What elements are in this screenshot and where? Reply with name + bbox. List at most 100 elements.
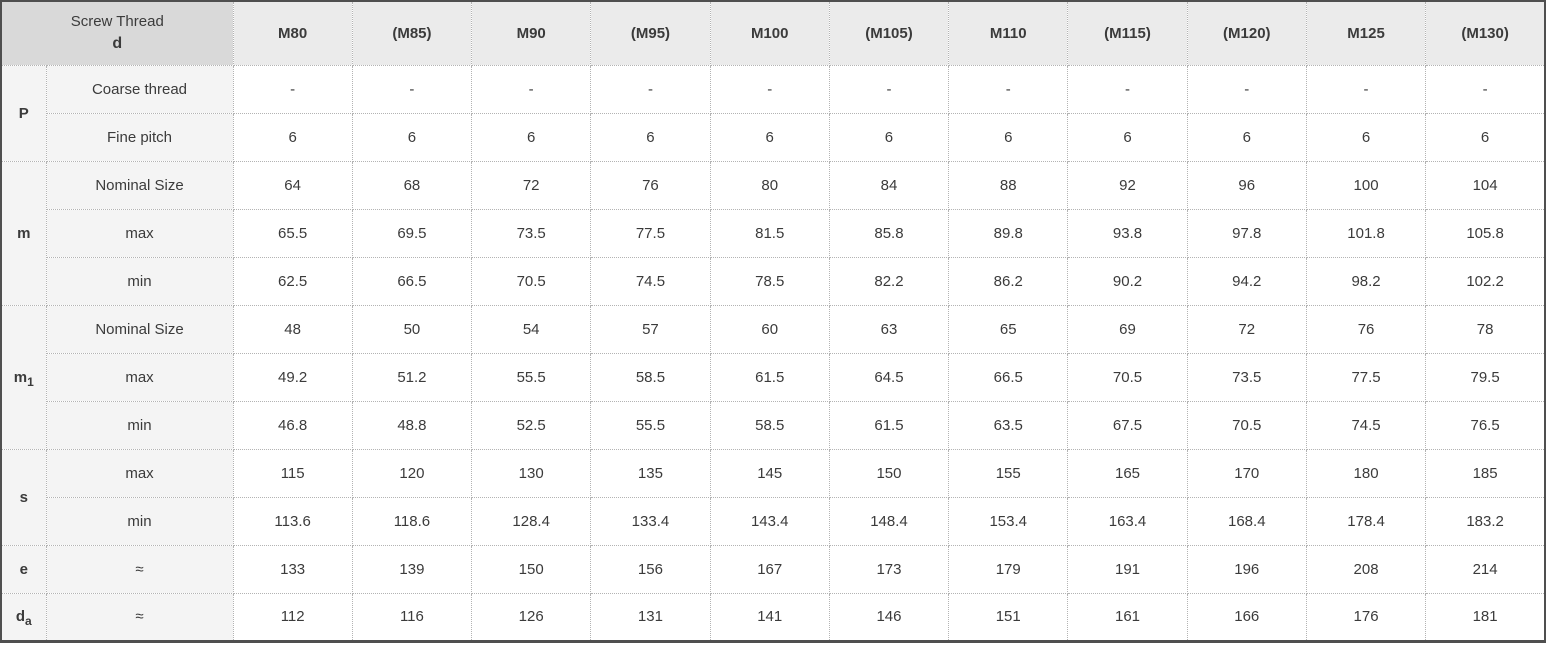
data-cell: 82.2	[828, 256, 950, 306]
data-cell: 77.5	[1305, 352, 1427, 402]
table-row: m Nominal Size 64 68 72 76 80 84 88 92 96 100 104	[0, 160, 1546, 306]
row-group-key-m1: m1	[0, 304, 47, 450]
data-cell: 166	[1186, 592, 1307, 642]
data-cell: 54	[471, 304, 592, 354]
row-group-key-m: m	[0, 160, 47, 306]
data-cell: 66.5	[948, 352, 1069, 402]
row-group-key-e: e	[0, 544, 47, 594]
data-cell: 208	[1305, 544, 1427, 594]
data-cell: 89.8	[948, 208, 1069, 258]
data-cell: 214	[1425, 544, 1546, 594]
column-header-M105: (M105)	[828, 0, 950, 66]
data-cell: 170	[1186, 448, 1307, 498]
data-cell: 112	[232, 592, 353, 642]
data-cell: 48	[232, 304, 353, 354]
data-cell: 70.5	[471, 256, 592, 306]
data-cell: 133.4	[590, 496, 711, 546]
row-label: min	[45, 400, 234, 450]
data-cell: 77.5	[590, 208, 711, 258]
data-cell: -	[1305, 64, 1427, 114]
data-cell: 130	[471, 448, 592, 498]
data-cell: 101.8	[1305, 208, 1427, 258]
column-header-M130: (M130)	[1425, 0, 1546, 66]
row-group-key-s: s	[0, 448, 47, 546]
row-label: ≈	[45, 544, 234, 594]
data-cell: 153.4	[948, 496, 1069, 546]
data-cell: 64.5	[828, 352, 950, 402]
data-cell: 61.5	[828, 400, 950, 450]
column-header-M80: M80	[232, 0, 353, 66]
data-cell: 85.8	[828, 208, 950, 258]
data-cell: 79.5	[1425, 352, 1546, 402]
data-cell: 78.5	[709, 256, 830, 306]
data-cell: 78	[1425, 304, 1546, 354]
data-cell: 60	[709, 304, 830, 354]
data-cell: 6	[471, 112, 592, 162]
data-cell: 70.5	[1067, 352, 1188, 402]
data-cell: 6	[1067, 112, 1188, 162]
table-row: min 113.6 118.6 128.4 133.4 143.4 148.4 153.4 16…	[1, 496, 1546, 546]
data-cell: 72	[471, 160, 592, 210]
data-cell: 150	[828, 448, 950, 498]
table-row: max 49.2 51.2 55.5 58.5 61.5 64.5 66.5 70.5 73.5 7…	[1, 352, 1546, 402]
data-cell: 139	[351, 544, 473, 594]
data-cell: 102.2	[1425, 256, 1546, 306]
data-cell: 65	[948, 304, 1069, 354]
data-cell: 76	[1305, 304, 1427, 354]
data-cell: 143.4	[709, 496, 830, 546]
row-label: max	[45, 352, 234, 402]
data-cell: 126	[471, 592, 592, 642]
table-body: P Coarse thread - - - - - - - - - - - Fine pitch 6 6 6 6 6…	[0, 64, 1546, 642]
data-cell: 69.5	[351, 208, 473, 258]
row-label: Coarse thread	[45, 64, 234, 114]
data-cell: 76.5	[1425, 400, 1546, 450]
data-cell: 81.5	[709, 208, 830, 258]
data-cell: 150	[471, 544, 592, 594]
table-row: e ≈133 139 150 156 167 173 179 191 196 208 214	[0, 544, 1546, 594]
data-cell: -	[1067, 64, 1188, 114]
data-cell: 58.5	[590, 352, 711, 402]
corner-header-line1: Screw Thread	[70, 13, 164, 31]
data-cell: 128.4	[471, 496, 592, 546]
data-cell: 65.5	[232, 208, 353, 258]
column-header-M115: (M115)	[1067, 0, 1188, 66]
data-cell: -	[351, 64, 473, 114]
data-cell: 6	[590, 112, 711, 162]
data-cell: 178.4	[1305, 496, 1427, 546]
data-cell: 48.8	[351, 400, 473, 450]
data-cell: 92	[1067, 160, 1188, 210]
data-cell: 94.2	[1186, 256, 1307, 306]
data-cell: -	[471, 64, 592, 114]
data-cell: 46.8	[232, 400, 353, 450]
data-cell: 76	[590, 160, 711, 210]
data-cell: 146	[828, 592, 950, 642]
data-cell: 66.5	[351, 256, 473, 306]
data-cell: 74.5	[590, 256, 711, 306]
data-cell: 151	[948, 592, 1069, 642]
data-cell: 113.6	[232, 496, 353, 546]
data-cell: 155	[948, 448, 1069, 498]
table-row: min 46.8 48.8 52.5 55.5 58.5 61.5 63.5 67.5 70.5 7…	[1, 400, 1546, 450]
data-cell: 93.8	[1067, 208, 1188, 258]
table-row: P Coarse thread - - - - - - - - - - -	[0, 64, 1546, 162]
data-cell: 196	[1186, 544, 1307, 594]
data-cell: 141	[709, 592, 830, 642]
data-cell: 72	[1186, 304, 1307, 354]
row-label: max	[45, 208, 234, 258]
table-row: da ≈112 116 126 131 141 146 151 161 166 176 181	[0, 592, 1546, 642]
data-cell: 6	[232, 112, 353, 162]
data-cell: -	[590, 64, 711, 114]
data-cell: 6	[828, 112, 950, 162]
data-cell: 88	[948, 160, 1069, 210]
row-label: Nominal Size	[45, 304, 234, 354]
data-cell: -	[948, 64, 1069, 114]
data-cell: 168.4	[1186, 496, 1307, 546]
row-label: ≈	[45, 592, 234, 642]
table-row: s max 115 120 130 135 145 150 155 165 170 180 185	[0, 448, 1546, 546]
data-cell: 68	[351, 160, 473, 210]
column-header-M85: (M85)	[351, 0, 473, 66]
data-cell: -	[232, 64, 353, 114]
data-cell: 64	[232, 160, 353, 210]
table-row: m1 Nominal Size 48 50 54 57 60 63 65 69 72 76 78	[0, 304, 1546, 450]
